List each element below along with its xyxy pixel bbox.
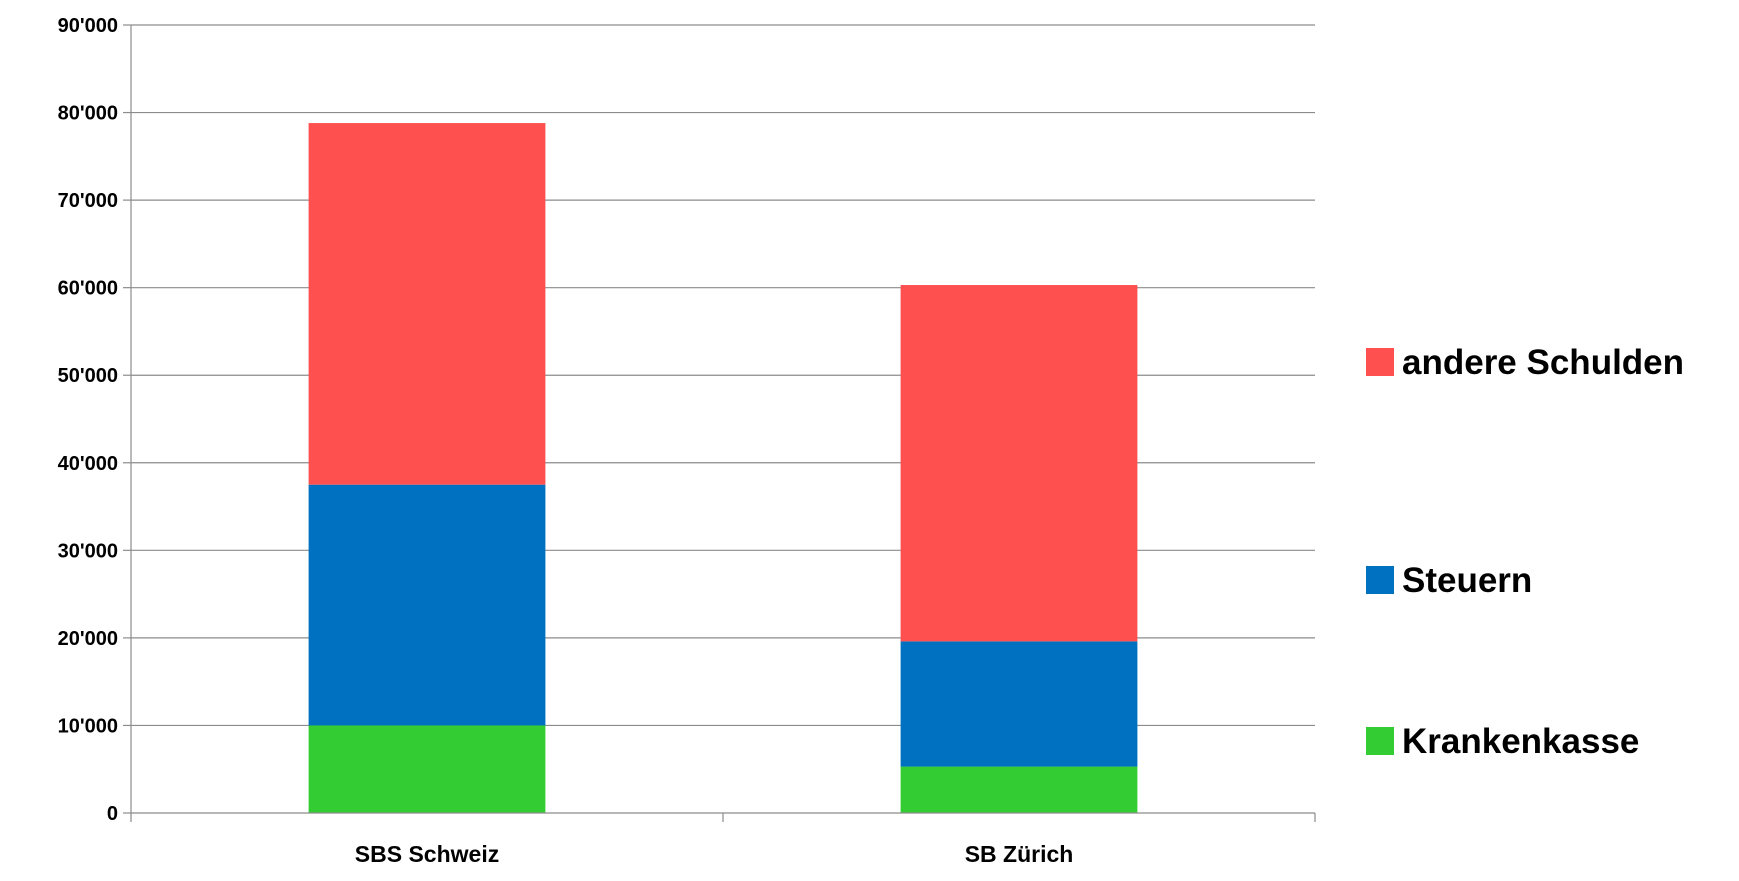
x-axis-ticks: SBS Schweiz SB Zürich [355,841,1074,867]
y-axis-ticks: 0 10'000 20'000 30'000 40'000 50'000 60'000 70'… [58,15,118,825]
legend-swatch [1366,727,1394,755]
bar-segment [308,484,546,726]
x-tick-label: SBS Schweiz [355,841,499,867]
legend-label: Krankenkasse [1402,722,1639,761]
y-tick-label: 60'000 [58,278,118,300]
bar-segment [308,725,546,813]
y-tick-label: 0 [107,803,118,825]
bars [308,123,1138,813]
legend-swatch [1366,348,1394,376]
y-tick-label: 70'000 [58,190,118,212]
bar-segment [900,641,1138,767]
bar-segment [900,766,1138,813]
legend: andere Schulden Steuern Krankenkasse [1366,343,1684,761]
y-tick-label: 20'000 [58,628,118,650]
y-tick-label: 10'000 [58,715,118,737]
legend-label: andere Schulden [1402,343,1684,382]
bar-segment [900,285,1138,642]
legend-label: Steuern [1402,561,1532,600]
y-tick-label: 40'000 [58,453,118,475]
axes [123,24,1316,822]
y-tick-label: 90'000 [58,15,118,37]
y-tick-label: 30'000 [58,540,118,562]
legend-swatch [1366,566,1394,594]
x-tick-label: SB Zürich [965,841,1074,867]
y-tick-label: 50'000 [58,365,118,387]
y-tick-label: 80'000 [58,103,118,125]
bar-segment [308,123,546,485]
